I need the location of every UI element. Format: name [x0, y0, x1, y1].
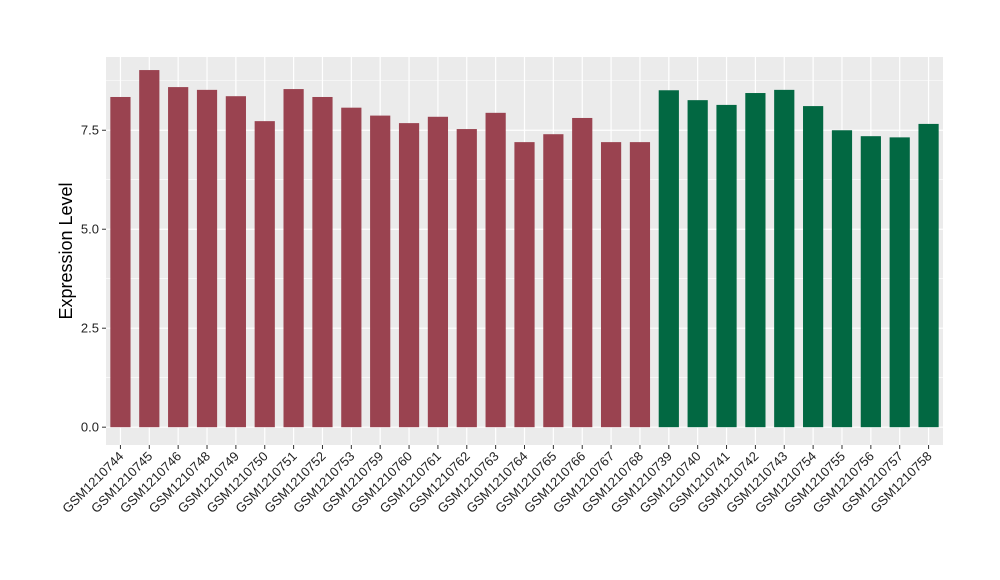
bar — [831, 130, 853, 428]
bar — [803, 106, 824, 428]
y-tick-label: 2.5 — [81, 321, 99, 336]
bar — [514, 142, 535, 428]
bar — [658, 90, 679, 428]
bar — [543, 134, 564, 428]
y-axis: 0.0 2.5 5.0 7.5 — [81, 123, 106, 435]
y-tick-label: 7.5 — [81, 123, 99, 138]
bar — [312, 96, 333, 428]
bar — [456, 129, 477, 428]
bar — [485, 112, 506, 428]
y-axis-title: Expression Level — [56, 182, 76, 319]
bar — [398, 123, 420, 428]
bar — [283, 89, 304, 428]
bar — [341, 107, 362, 428]
bar — [716, 104, 737, 428]
bar — [774, 89, 795, 428]
bar — [427, 116, 449, 428]
bar — [889, 137, 910, 428]
bar — [918, 123, 939, 428]
bar — [745, 93, 766, 428]
bar — [168, 87, 189, 428]
bar — [860, 136, 881, 428]
y-tick-label: 0.0 — [81, 420, 99, 435]
x-axis: GSM1210744GSM1210745GSM1210746GSM1210748… — [59, 445, 935, 516]
bar — [225, 96, 246, 428]
bars — [110, 70, 939, 428]
bar — [139, 70, 160, 428]
bar — [370, 115, 391, 428]
bar — [687, 100, 708, 428]
bar — [600, 142, 622, 428]
bar — [254, 121, 275, 428]
bar — [572, 117, 593, 428]
bar — [110, 96, 131, 428]
bar — [196, 89, 218, 428]
y-tick-label: 5.0 — [81, 222, 99, 237]
bar — [629, 142, 651, 428]
